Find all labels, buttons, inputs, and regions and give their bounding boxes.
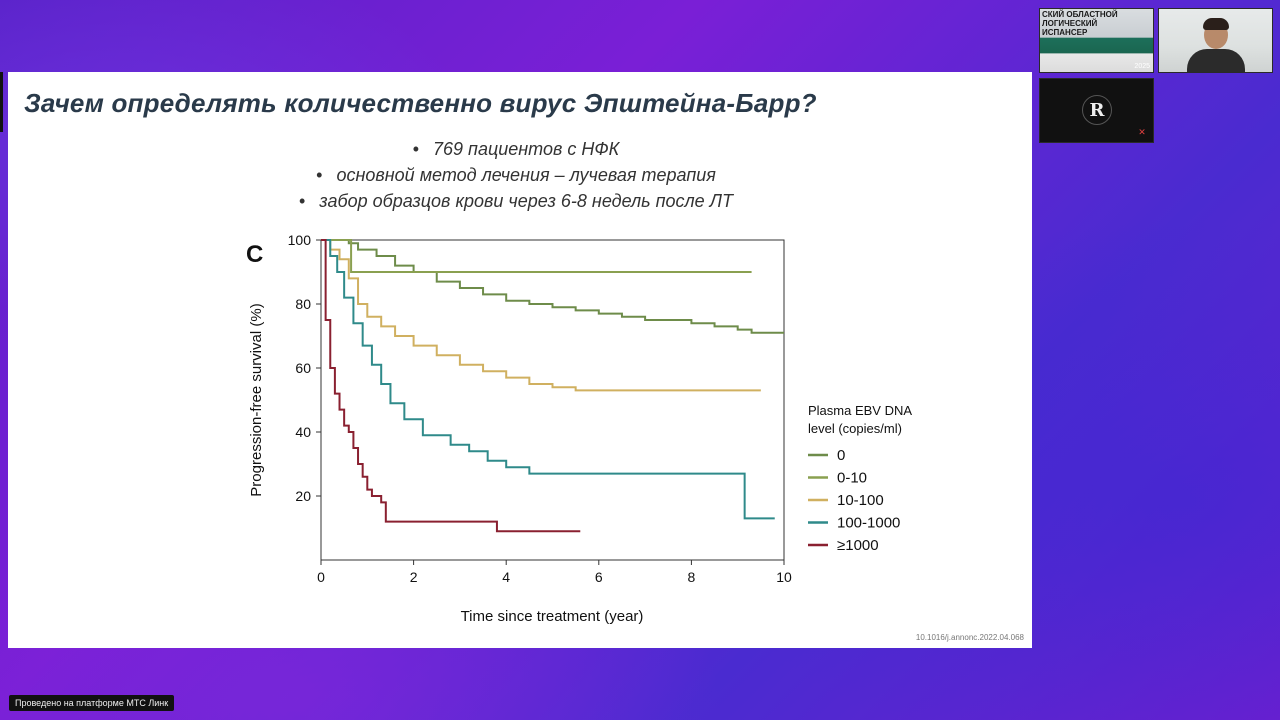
x-tick-label: 4	[502, 569, 510, 585]
slide-title: Зачем определять количественно вирус Эпш…	[24, 88, 817, 118]
mic-off-icon: ✕	[1138, 127, 1146, 137]
x-tick-label: 0	[317, 569, 325, 585]
conference-year: 2025	[1134, 63, 1150, 70]
series-line-0	[321, 239, 784, 334]
series-line-100-1000	[321, 239, 775, 520]
legend-label: 0-10	[837, 470, 867, 487]
doi-reference: 10.1016/j.annonc.2022.04.068	[915, 633, 1024, 642]
bullet-item: • забор образцов крови через 6-8 недель п…	[8, 188, 1024, 214]
legend: Plasma EBV DNA level (copies/ml) 0 0-10 10-1…	[808, 403, 912, 554]
presentation-slide: Зачем определять количественно вирус Эпш…	[8, 72, 1032, 648]
x-tick-label: 6	[595, 569, 603, 585]
x-tick-label: 2	[410, 569, 418, 585]
y-tick-label: 20	[295, 488, 311, 504]
y-axis-label: Progression-free survival (%)	[248, 303, 265, 496]
speaker-body	[1187, 49, 1245, 72]
axis-ticks: 0 2 4 6 8 10 20 40 60 80 100	[288, 232, 792, 585]
bullet-text: 769 пациентов с НФК	[433, 139, 620, 159]
legend-label: 100-1000	[837, 515, 900, 532]
x-tick-label: 8	[688, 569, 696, 585]
avatar: R	[1082, 95, 1112, 125]
legend-label: 10-100	[837, 492, 884, 509]
video-tile-conference[interactable]: СКИЙ ОБЛАСТНОЙ ЛОГИЧЕСКИЙ ИСПАНСЕР 2025	[1039, 8, 1154, 73]
x-tick-label: 10	[776, 569, 792, 585]
bullet-item: • 769 пациентов с НФК	[8, 136, 1024, 162]
y-tick-label: 40	[295, 424, 311, 440]
series-line-≥1000	[321, 239, 581, 533]
panel-label: C	[246, 241, 263, 268]
bullet-text: забор образцов крови через 6-8 недель по…	[319, 191, 734, 211]
x-axis-label: Time since treatment (year)	[461, 608, 644, 625]
left-edge-bar	[0, 72, 3, 132]
conference-banner-text: СКИЙ ОБЛАСТНОЙ ЛОГИЧЕСКИЙ ИСПАНСЕР	[1042, 10, 1118, 37]
survival-chart: C 0 2 4 6 8 10 20 40 60 80 100 Time since treatmen…	[246, 232, 912, 625]
bullet-dot: •	[412, 139, 419, 159]
platform-badge: Проведено на платформе МТС Линк	[9, 695, 175, 711]
legend-title-line2: level (copies/ml)	[808, 421, 902, 436]
legend-title: Plasma EBV DNA	[808, 403, 912, 418]
bullet-text: основной метод лечения – лучевая терапия	[336, 165, 716, 185]
y-tick-label: 60	[295, 360, 311, 376]
bullet-dot: •	[316, 165, 323, 185]
legend-label: ≥1000	[837, 537, 879, 554]
speaker-hair	[1203, 18, 1229, 30]
video-tile-speaker[interactable]	[1158, 8, 1273, 73]
legend-label: 0	[837, 447, 845, 464]
video-tile-avatar[interactable]: R ✕	[1039, 78, 1154, 143]
plot-frame	[320, 239, 785, 561]
y-tick-label: 80	[295, 296, 311, 312]
series-layer	[321, 239, 784, 533]
y-tick-label: 100	[288, 232, 312, 248]
series-line-10-100	[321, 239, 761, 392]
series-line-0-10	[321, 239, 752, 273]
bullet-dot: •	[298, 191, 306, 211]
bullet-list: • 769 пациентов с НФК • основной метод леч…	[8, 136, 1024, 214]
bullet-item: • основной метод лечения – лучевая терапи…	[8, 162, 1024, 188]
